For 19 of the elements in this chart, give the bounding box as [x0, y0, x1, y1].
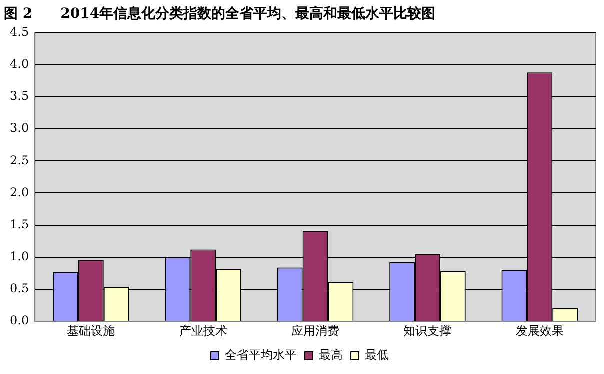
legend-label: 最高 — [319, 348, 343, 362]
x-tick-label: 基础设施 — [67, 324, 116, 338]
x-tick-label: 应用消费 — [292, 324, 340, 338]
y-tick-label: 0.0 — [10, 314, 30, 328]
y-tick-label: 3.5 — [10, 89, 30, 104]
y-tick-label: 2.5 — [10, 153, 30, 168]
legend-label: 全省平均水平 — [225, 348, 297, 362]
y-tick-label: 3.0 — [10, 121, 30, 136]
y-tick-label: 4.0 — [10, 57, 30, 72]
x-tick-label: 知识支撑 — [404, 324, 452, 338]
x-tick-label: 发展效果 — [516, 324, 564, 338]
y-tick-label: 2.0 — [10, 185, 30, 200]
y-tick-label: 1.5 — [10, 217, 30, 232]
legend-label: 最低 — [365, 348, 389, 362]
chart-title: 图 2 2014年信息化分类指数的全省平均、最高和最低水平比较图 — [4, 5, 436, 22]
x-tick-label: 产业技术 — [179, 324, 228, 338]
y-tick-label: 4.5 — [10, 24, 30, 39]
y-tick-label: 0.5 — [10, 282, 30, 296]
y-tick-label: 1.0 — [10, 250, 30, 264]
